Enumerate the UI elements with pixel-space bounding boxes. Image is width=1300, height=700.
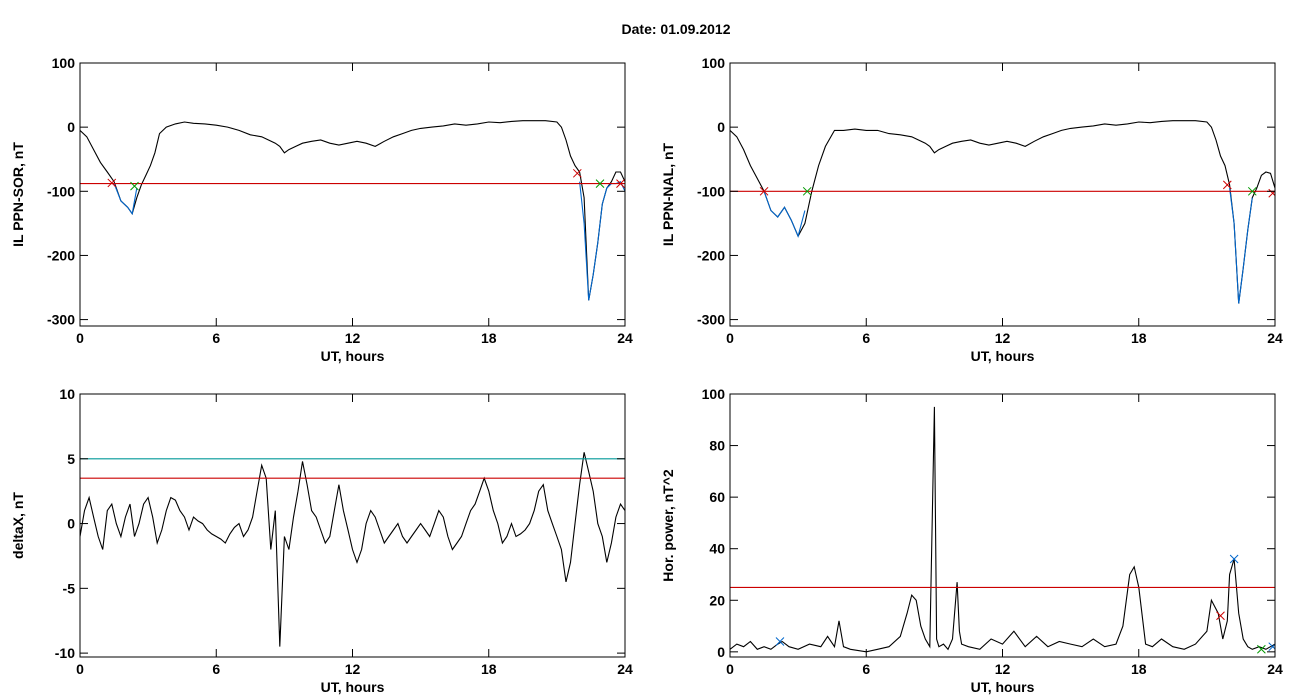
- chart-deltax: 0 6 12 18 24 UT, hours 10 5 0 -5 -10 deltaX, nT: [10, 386, 633, 695]
- marker-1: [1216, 611, 1225, 621]
- x-axis: 0 6 12 18 24: [726, 394, 1283, 677]
- x-tick-label: 18: [1131, 330, 1147, 346]
- x-tick-label: 24: [617, 661, 633, 677]
- series-line-1: [113, 183, 138, 216]
- x-axis-label: UT, hours: [321, 679, 385, 695]
- x-tick-label: 18: [481, 330, 497, 346]
- y-tick-label: 0: [67, 516, 75, 532]
- plot-area: [80, 452, 625, 647]
- y-axis: 100 80 60 40 20 0: [702, 386, 1275, 660]
- marker-1: [802, 186, 812, 196]
- series-line-0: [730, 406, 1275, 653]
- series-line-0: [80, 452, 625, 647]
- x-tick-label: 18: [481, 661, 497, 677]
- x-tick-label: 6: [212, 661, 220, 677]
- plot-frame: [729, 393, 1276, 658]
- marker-2: [1222, 180, 1232, 190]
- y-tick-label: -300: [697, 312, 725, 328]
- y-tick-label: -5: [63, 580, 76, 596]
- y-tick-label: 0: [67, 119, 75, 135]
- x-tick-label: 6: [862, 330, 870, 346]
- y-tick-label: -200: [47, 247, 75, 263]
- marker-3: [1247, 186, 1257, 196]
- x-tick-label: 12: [345, 330, 361, 346]
- x-axis-label: UT, hours: [971, 679, 1035, 695]
- y-axis-label: IL PPN-NAL, nT: [660, 142, 676, 246]
- series-line-1: [763, 191, 806, 238]
- x-tick-label: 12: [995, 661, 1011, 677]
- x-tick-label: 6: [862, 661, 870, 677]
- x-tick-label: 24: [617, 330, 633, 346]
- y-tick-label: 0: [717, 644, 725, 660]
- plot-area: [80, 120, 625, 301]
- y-tick-label: -300: [47, 312, 75, 328]
- x-tick-label: 24: [1267, 330, 1283, 346]
- marker-1: [130, 181, 139, 191]
- figure-title: Date: 01.09.2012: [622, 21, 731, 37]
- y-tick-label: 100: [52, 55, 76, 71]
- x-tick-label: 12: [345, 661, 361, 677]
- marker-0: [775, 637, 785, 646]
- x-tick-label: 0: [726, 330, 734, 346]
- series-line-2: [1229, 188, 1253, 304]
- y-tick-label: 100: [702, 55, 726, 71]
- x-axis-label: UT, hours: [971, 348, 1035, 364]
- y-tick-label: 60: [709, 489, 725, 505]
- y-axis-label: deltaX, nT: [10, 492, 26, 559]
- y-axis-label: IL PPN-SOR, nT: [10, 142, 26, 247]
- chart-ppn-sor: 0 6 12 18 24 UT, hours 100 0 -100 -200 -300 IL PPN-…: [10, 55, 633, 364]
- x-axis: 0 6 12 18 24: [76, 63, 633, 346]
- y-axis: 10 5 0 -5 -10: [55, 386, 625, 661]
- marker-3: [595, 179, 605, 188]
- plot-frame: [729, 62, 1276, 327]
- series-line-2: [579, 180, 625, 301]
- x-tick-label: 24: [1267, 661, 1283, 677]
- chart-ppn-nal: 0 6 12 18 24 UT, hours 100 0 -100 -200 -300 IL PPN-…: [660, 55, 1283, 364]
- marker-2: [572, 168, 582, 178]
- y-tick-label: 20: [709, 592, 725, 608]
- x-tick-label: 12: [995, 330, 1011, 346]
- marker-0: [107, 178, 117, 188]
- y-tick-label: 0: [717, 119, 725, 135]
- y-tick-label: 40: [709, 541, 725, 557]
- x-tick-label: 0: [76, 661, 84, 677]
- marker-4: [1268, 188, 1275, 198]
- y-axis: 100 0 -100 -200 -300: [47, 55, 625, 328]
- x-tick-label: 18: [1131, 661, 1147, 677]
- y-tick-label: 100: [702, 386, 726, 402]
- plot-frame: [79, 393, 626, 658]
- y-tick-label: -200: [697, 247, 725, 263]
- series-line-0: [80, 120, 625, 301]
- y-axis-label: Hor. power, nT^2: [660, 469, 676, 582]
- marker-2: [1229, 554, 1239, 564]
- y-tick-label: -10: [55, 645, 75, 661]
- chart-hor-power: 0 6 12 18 24 UT, hours 100 80 60 40 20 0 Hor. power,…: [660, 386, 1283, 695]
- plot-frame: [79, 62, 626, 327]
- x-axis: 0 6 12 18 24: [726, 63, 1283, 346]
- marker-3: [1257, 644, 1266, 654]
- x-tick-label: 6: [212, 330, 220, 346]
- x-axis: 0 6 12 18 24: [76, 394, 633, 677]
- y-axis: 100 0 -100 -200 -300: [697, 55, 1275, 328]
- y-tick-label: -100: [47, 183, 75, 199]
- x-tick-label: 0: [76, 330, 84, 346]
- plot-area: [730, 120, 1275, 304]
- plot-area: [730, 406, 1275, 654]
- y-tick-label: -100: [697, 183, 725, 199]
- y-tick-label: 5: [67, 451, 75, 467]
- marker-4: [1268, 642, 1275, 652]
- y-tick-label: 80: [709, 438, 725, 454]
- marker-4: [616, 179, 625, 188]
- series-line-0: [730, 120, 1275, 304]
- x-tick-label: 0: [726, 661, 734, 677]
- x-axis-label: UT, hours: [321, 348, 385, 364]
- marker-0: [759, 186, 769, 196]
- y-tick-label: 10: [59, 386, 75, 402]
